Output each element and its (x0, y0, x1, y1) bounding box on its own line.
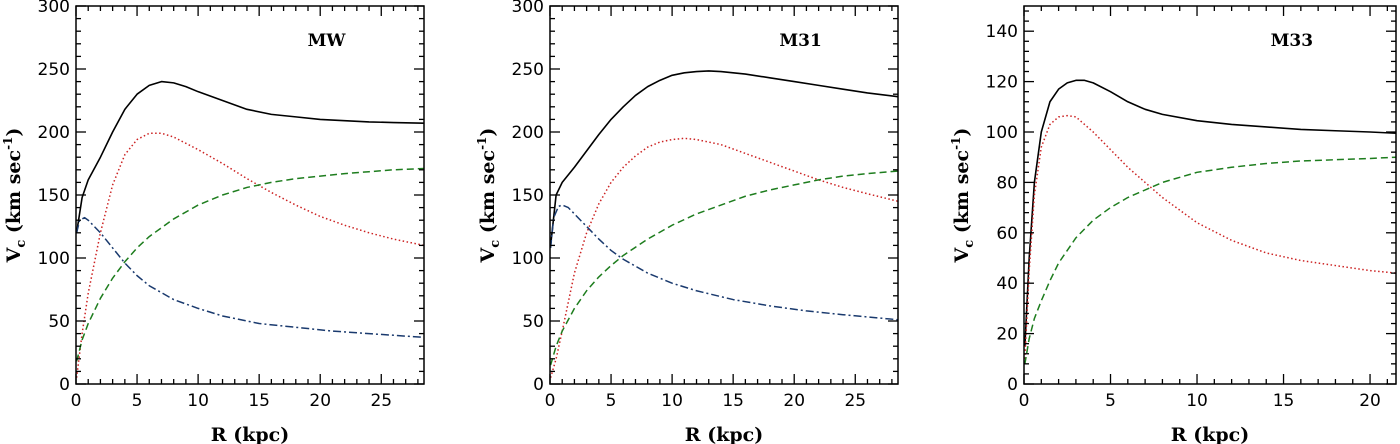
x-tick-label: 5 (132, 391, 143, 411)
series-line-solid (76, 80, 424, 233)
x-axis-label: R (kpc) (1171, 424, 1249, 444)
x-tick-label: 0 (71, 391, 82, 411)
plot-frame (549, 5, 899, 385)
x-tick-label: 0 (1019, 391, 1030, 411)
y-axis-label: Vc (km sec-1) (475, 128, 503, 264)
y-tick-label: 100 (512, 249, 544, 269)
x-tick-label: 25 (370, 391, 392, 411)
y-axis-label: Vc (km sec-1) (949, 128, 977, 264)
panel-title: M31 (779, 31, 821, 51)
y-tick-label: 40 (996, 274, 1018, 294)
x-tick-label: 15 (722, 391, 744, 411)
x-axis-label: R (kpc) (211, 424, 289, 444)
series-line-dashdot (550, 204, 898, 321)
y-tick-label: 80 (996, 173, 1018, 193)
y-tick-label: 140 (986, 22, 1018, 42)
series-line-solid (550, 70, 898, 246)
y-tick-label: 300 (512, 0, 544, 17)
x-tick-label: 20 (309, 391, 331, 411)
y-tick-label: 50 (522, 312, 544, 332)
y-tick-label: 0 (533, 375, 544, 395)
y-tick-label: 150 (512, 186, 544, 206)
x-tick-label: 25 (844, 391, 866, 411)
x-axis-label: R (kpc) (685, 424, 763, 444)
series-line-dashed (76, 167, 424, 362)
plot-frame (75, 5, 425, 385)
series-line-solid (1024, 79, 1396, 347)
x-tick-label: 10 (187, 391, 209, 411)
y-axis-label: Vc (km sec-1) (1, 128, 29, 264)
y-tick-label: 0 (1007, 375, 1018, 395)
y-tick-label: 250 (38, 60, 70, 80)
y-tick-label: 250 (512, 60, 544, 80)
series-line-dotted (550, 137, 898, 378)
panel-title: MW (308, 31, 347, 51)
y-tick-label: 50 (48, 312, 70, 332)
x-tick-label: 10 (1186, 391, 1208, 411)
series-line-dashed (550, 170, 898, 366)
y-tick-label: 20 (996, 325, 1018, 345)
x-tick-label: 20 (783, 391, 805, 411)
series-line-dashdot (76, 216, 424, 339)
x-tick-label: 15 (1273, 391, 1295, 411)
y-tick-label: 150 (38, 186, 70, 206)
plot-frame (1023, 5, 1397, 385)
series-line-dotted (76, 132, 424, 378)
x-tick-label: 5 (606, 391, 617, 411)
x-tick-label: 5 (1105, 391, 1116, 411)
panel-m33: 0 5 10 15 20 0 20 40 60 80 100 120 140 M33 R (kpc) Vc (… (949, 5, 1397, 444)
y-tick-label: 200 (512, 123, 544, 143)
y-tick-label: 100 (986, 123, 1018, 143)
series-line-dotted (1024, 114, 1396, 359)
y-tick-label: 200 (38, 123, 70, 143)
x-tick-label: 10 (661, 391, 683, 411)
panel-title: M33 (1271, 31, 1313, 51)
x-tick-label: 0 (545, 391, 556, 411)
x-tick-label: 20 (1359, 391, 1381, 411)
y-tick-label: 60 (996, 224, 1018, 244)
x-tick-label: 15 (248, 391, 270, 411)
series-line-dashed (1024, 156, 1396, 364)
y-tick-label: 0 (59, 375, 70, 395)
y-tick-label: 120 (986, 73, 1018, 93)
y-tick-label: 300 (38, 0, 70, 17)
y-tick-label: 100 (38, 249, 70, 269)
